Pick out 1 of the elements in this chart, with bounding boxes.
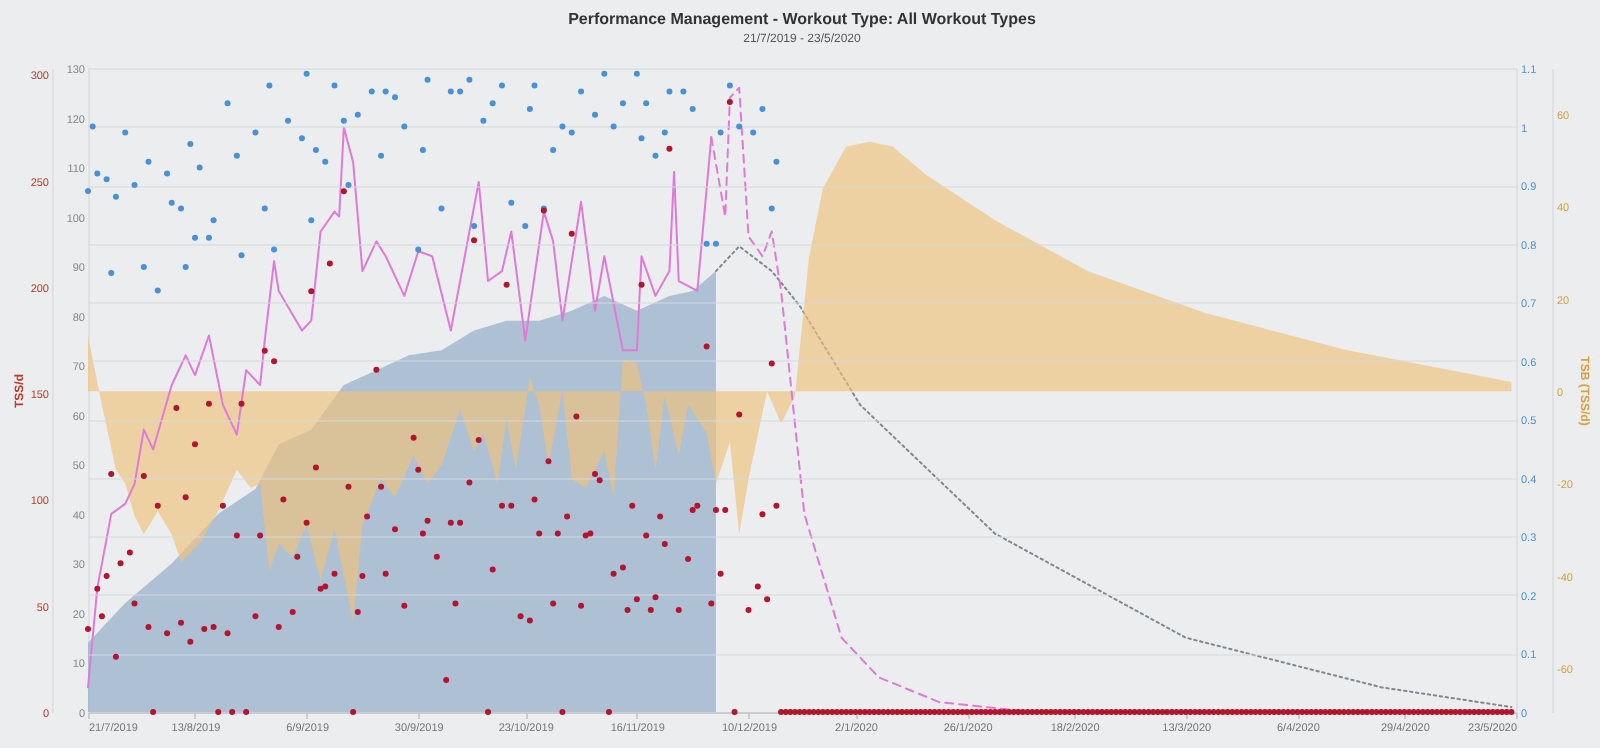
chart-title: Performance Management - Workout Type: All Workout Types: [568, 10, 1037, 28]
